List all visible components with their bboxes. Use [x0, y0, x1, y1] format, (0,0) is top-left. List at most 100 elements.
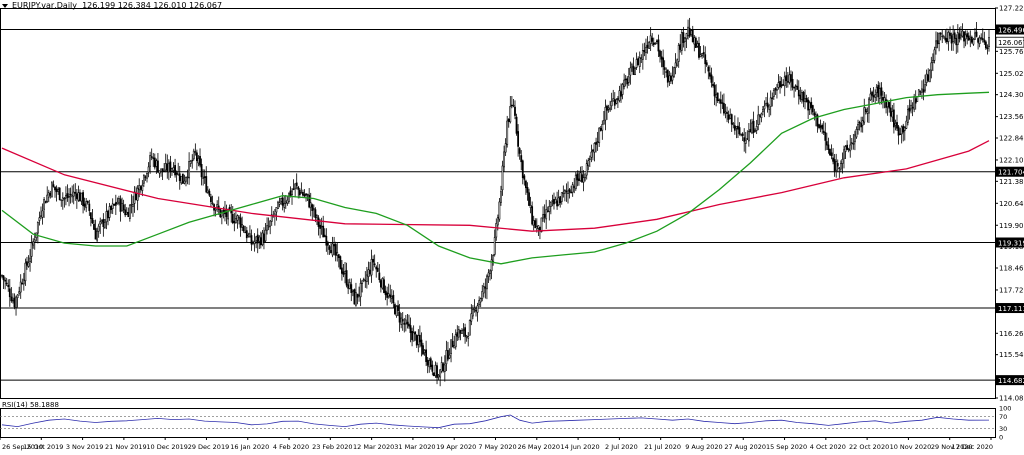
candle-body[interactable]: [487, 272, 490, 277]
candle-body[interactable]: [93, 223, 95, 230]
candle-body[interactable]: [397, 305, 399, 312]
candle-body[interactable]: [138, 185, 141, 191]
candle-body[interactable]: [953, 32, 956, 39]
candle-body[interactable]: [637, 58, 640, 66]
candle-body[interactable]: [786, 81, 789, 83]
candle-body[interactable]: [783, 76, 786, 87]
candle-body[interactable]: [267, 225, 270, 228]
candle-body[interactable]: [146, 172, 148, 179]
candle-body[interactable]: [800, 92, 803, 100]
candle-body[interactable]: [348, 282, 351, 289]
candle-body[interactable]: [900, 126, 903, 135]
candle-body[interactable]: [776, 89, 778, 91]
candle-body[interactable]: [467, 336, 470, 339]
candle-body[interactable]: [234, 218, 237, 224]
candle-body[interactable]: [704, 54, 707, 65]
candle-body[interactable]: [75, 193, 78, 199]
candle-body[interactable]: [69, 193, 72, 196]
candle-body[interactable]: [891, 111, 894, 118]
candle-body[interactable]: [977, 38, 979, 43]
candle-body[interactable]: [871, 91, 873, 96]
candle-body[interactable]: [210, 196, 212, 203]
candle-body[interactable]: [325, 235, 328, 246]
candle-body[interactable]: [699, 54, 702, 58]
candle-body[interactable]: [632, 65, 635, 75]
candle-body[interactable]: [782, 84, 785, 86]
candle-body[interactable]: [766, 102, 769, 108]
candle-body[interactable]: [822, 130, 825, 133]
candle-body[interactable]: [52, 184, 55, 187]
candle-body[interactable]: [598, 127, 601, 144]
candle-body[interactable]: [777, 82, 780, 88]
candle-body[interactable]: [540, 217, 543, 233]
candle-body[interactable]: [724, 111, 727, 114]
candle-body[interactable]: [978, 37, 981, 44]
candle-body[interactable]: [233, 220, 236, 224]
candle-body[interactable]: [503, 151, 505, 168]
candle-body[interactable]: [910, 104, 912, 110]
candle-body[interactable]: [819, 125, 822, 128]
candle-body[interactable]: [813, 112, 816, 116]
candle-body[interactable]: [496, 217, 499, 226]
candle-body[interactable]: [805, 98, 808, 103]
candle-body[interactable]: [415, 335, 418, 346]
candle-body[interactable]: [532, 220, 535, 226]
candle-body[interactable]: [473, 307, 476, 310]
candle-body[interactable]: [666, 69, 669, 83]
candle-body[interactable]: [320, 225, 323, 228]
candle-body[interactable]: [188, 161, 191, 179]
candle-body[interactable]: [18, 291, 21, 294]
candle-body[interactable]: [108, 206, 111, 218]
candle-body[interactable]: [730, 114, 733, 125]
candle-body[interactable]: [825, 141, 828, 146]
candle-body[interactable]: [336, 252, 339, 256]
candle-body[interactable]: [130, 203, 133, 206]
candle-body[interactable]: [602, 120, 605, 125]
candle-body[interactable]: [436, 365, 438, 378]
candle-body[interactable]: [406, 321, 409, 325]
candle-body[interactable]: [401, 319, 404, 322]
candle-body[interactable]: [298, 189, 301, 196]
candle-body[interactable]: [758, 115, 761, 117]
candle-body[interactable]: [565, 190, 568, 193]
candle-body[interactable]: [425, 349, 428, 362]
candle-body[interactable]: [874, 94, 877, 98]
candle-body[interactable]: [32, 241, 35, 246]
candle-body[interactable]: [437, 374, 440, 378]
candle-body[interactable]: [500, 191, 502, 203]
candle-body[interactable]: [202, 177, 205, 179]
candle-body[interactable]: [114, 202, 117, 206]
candle-body[interactable]: [749, 129, 752, 133]
candle-body[interactable]: [682, 32, 685, 43]
candle-body[interactable]: [668, 75, 671, 82]
candle-body[interactable]: [312, 208, 315, 210]
candle-body[interactable]: [326, 242, 329, 246]
candle-body[interactable]: [230, 210, 233, 214]
candle-body[interactable]: [91, 218, 94, 224]
candle-body[interactable]: [740, 133, 742, 136]
candle-body[interactable]: [40, 215, 42, 217]
candle-body[interactable]: [939, 32, 942, 35]
candle-body[interactable]: [356, 293, 359, 298]
candle-body[interactable]: [975, 31, 978, 37]
candle-body[interactable]: [493, 237, 496, 255]
candle-body[interactable]: [716, 92, 719, 102]
candle-body[interactable]: [546, 210, 549, 213]
candle-body[interactable]: [587, 160, 590, 167]
candle-body[interactable]: [408, 323, 410, 327]
candle-body[interactable]: [15, 296, 17, 308]
candle-body[interactable]: [420, 339, 423, 347]
candle-body[interactable]: [693, 37, 696, 45]
candle-body[interactable]: [652, 42, 655, 46]
candle-body[interactable]: [698, 42, 700, 58]
candle-body[interactable]: [889, 107, 892, 117]
candle-body[interactable]: [710, 74, 713, 83]
candle-body[interactable]: [846, 144, 849, 150]
candle-body[interactable]: [560, 192, 563, 202]
candle-body[interactable]: [785, 75, 788, 82]
candle-body[interactable]: [702, 52, 705, 55]
candle-body[interactable]: [638, 57, 641, 67]
candle-body[interactable]: [1, 275, 3, 277]
candle-body[interactable]: [852, 143, 855, 145]
candle-body[interactable]: [127, 211, 130, 218]
